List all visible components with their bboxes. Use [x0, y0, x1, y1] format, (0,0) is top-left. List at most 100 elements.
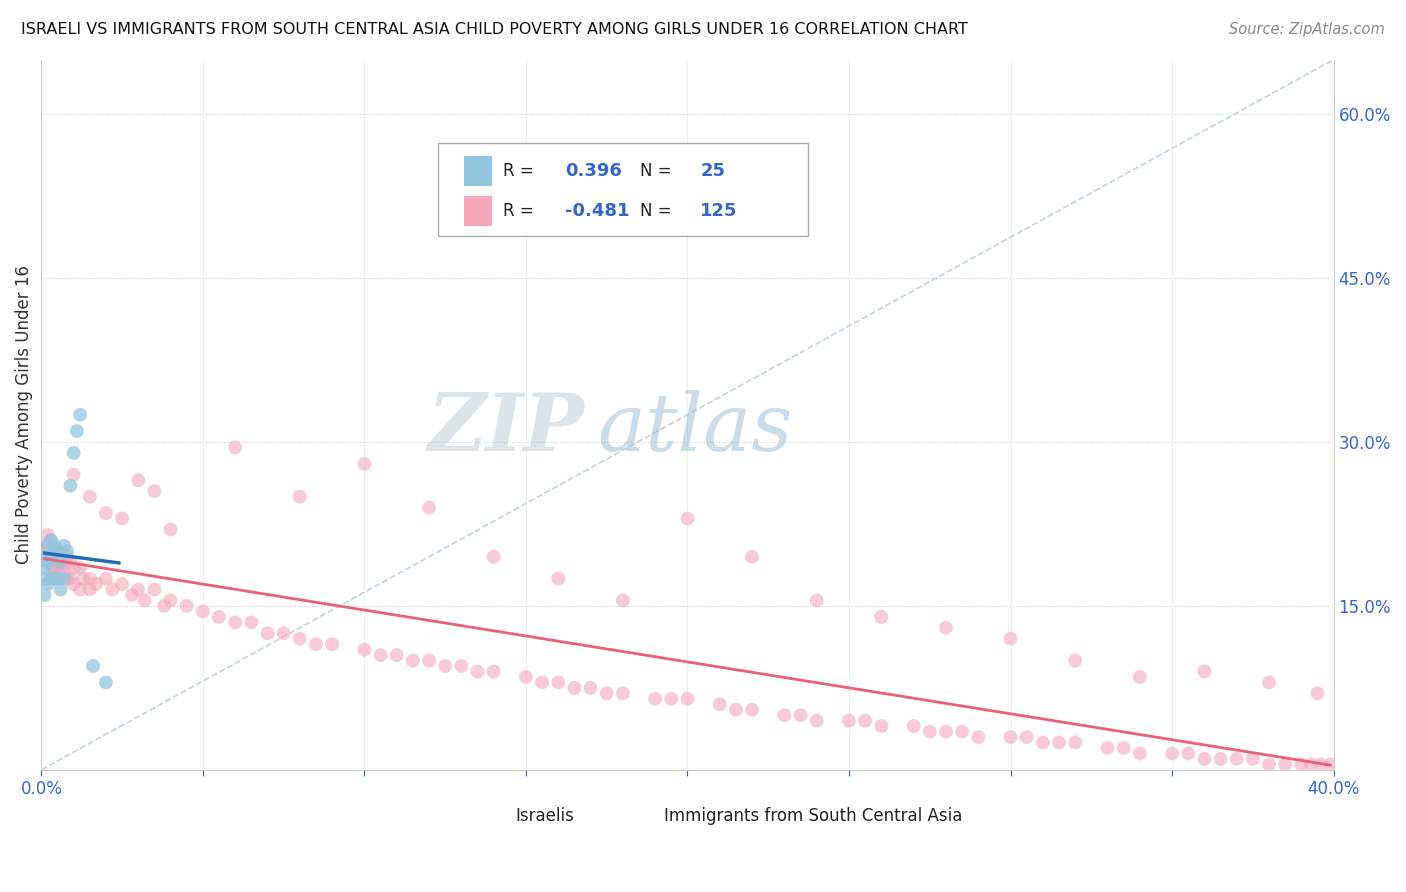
- Point: [44, 539, 66, 553]
- Point: [46, 560, 69, 574]
- Text: ISRAELI VS IMMIGRANTS FROM SOUTH CENTRAL ASIA CHILD POVERTY AMONG GIRLS UNDER 16: ISRAELI VS IMMIGRANTS FROM SOUTH CENTRAL…: [21, 22, 967, 37]
- Point: [724, 703, 747, 717]
- Point: [596, 686, 619, 700]
- Point: [69, 560, 91, 574]
- Point: [806, 714, 828, 728]
- Point: [273, 626, 295, 640]
- Point: [34, 560, 56, 574]
- Point: [935, 621, 957, 635]
- Point: [94, 572, 117, 586]
- Point: [1226, 752, 1249, 766]
- Point: [1309, 757, 1331, 772]
- Point: [79, 572, 101, 586]
- Point: [418, 500, 440, 515]
- Point: [434, 659, 457, 673]
- Point: [82, 659, 104, 673]
- Point: [101, 582, 124, 597]
- Point: [1209, 752, 1232, 766]
- Point: [853, 714, 876, 728]
- Point: [789, 708, 811, 723]
- Point: [111, 511, 134, 525]
- Point: [143, 484, 166, 499]
- Point: [134, 593, 156, 607]
- Point: [612, 686, 634, 700]
- Point: [34, 572, 56, 586]
- Point: [547, 572, 569, 586]
- Point: [59, 479, 82, 493]
- Text: ZIP: ZIP: [427, 390, 583, 467]
- Point: [418, 654, 440, 668]
- Point: [240, 615, 263, 630]
- Point: [1161, 747, 1184, 761]
- Point: [256, 626, 278, 640]
- Point: [62, 467, 84, 482]
- Point: [46, 572, 69, 586]
- Point: [39, 572, 62, 586]
- Point: [806, 593, 828, 607]
- Text: atlas: atlas: [598, 390, 793, 467]
- Point: [1299, 757, 1322, 772]
- Point: [34, 588, 56, 602]
- Point: [62, 577, 84, 591]
- Point: [353, 457, 375, 471]
- Point: [870, 610, 893, 624]
- Point: [612, 593, 634, 607]
- Bar: [464, 156, 492, 186]
- Point: [79, 582, 101, 597]
- Point: [34, 549, 56, 564]
- Point: [37, 555, 59, 569]
- Point: [34, 539, 56, 553]
- Point: [37, 539, 59, 553]
- Point: [644, 691, 666, 706]
- Point: [482, 549, 505, 564]
- Point: [94, 506, 117, 520]
- Point: [870, 719, 893, 733]
- Point: [1258, 675, 1281, 690]
- Point: [903, 719, 925, 733]
- Point: [224, 615, 246, 630]
- Point: [1258, 757, 1281, 772]
- Point: [59, 555, 82, 569]
- Point: [579, 681, 602, 695]
- Y-axis label: Child Poverty Among Girls Under 16: Child Poverty Among Girls Under 16: [15, 265, 32, 565]
- Point: [1319, 757, 1341, 772]
- Point: [385, 648, 408, 662]
- Point: [1129, 670, 1152, 684]
- Point: [370, 648, 392, 662]
- Point: [62, 446, 84, 460]
- FancyBboxPatch shape: [439, 143, 807, 235]
- Point: [37, 555, 59, 569]
- Point: [676, 691, 699, 706]
- Point: [1047, 735, 1070, 749]
- Point: [39, 533, 62, 548]
- Point: [52, 572, 75, 586]
- Text: Source: ZipAtlas.com: Source: ZipAtlas.com: [1229, 22, 1385, 37]
- Text: 125: 125: [700, 202, 738, 220]
- Point: [69, 582, 91, 597]
- Point: [1064, 735, 1087, 749]
- Point: [1000, 730, 1022, 744]
- Text: 25: 25: [700, 162, 725, 180]
- Point: [72, 572, 94, 586]
- Point: [79, 490, 101, 504]
- Point: [52, 555, 75, 569]
- Point: [56, 544, 79, 558]
- Point: [44, 539, 66, 553]
- Point: [1274, 757, 1296, 772]
- Point: [39, 549, 62, 564]
- Point: [1097, 741, 1119, 756]
- Point: [127, 473, 149, 487]
- Point: [44, 572, 66, 586]
- Point: [1032, 735, 1054, 749]
- Point: [59, 572, 82, 586]
- Point: [741, 549, 763, 564]
- Point: [288, 490, 311, 504]
- Point: [1241, 752, 1264, 766]
- Point: [46, 544, 69, 558]
- Point: [49, 555, 72, 569]
- Point: [208, 610, 231, 624]
- Point: [224, 441, 246, 455]
- Point: [69, 408, 91, 422]
- Point: [531, 675, 554, 690]
- Point: [159, 593, 181, 607]
